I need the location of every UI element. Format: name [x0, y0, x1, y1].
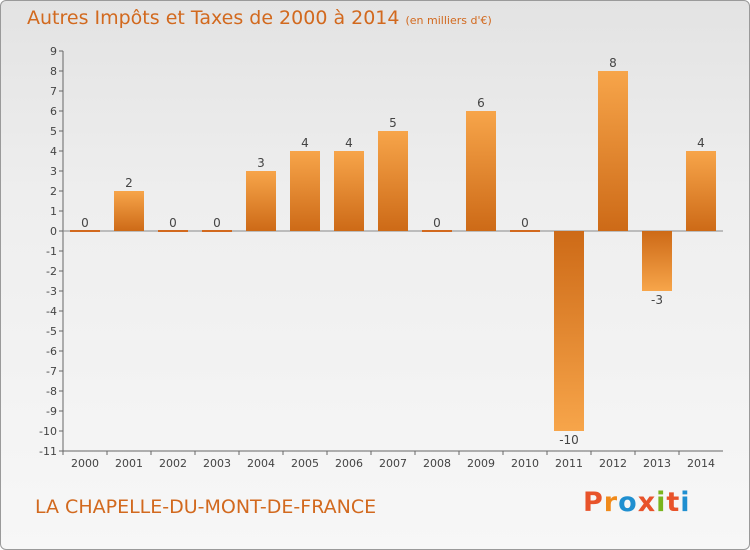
logo-letter: t: [666, 487, 681, 518]
chart-title-text: Autres Impôts et Taxes de 2000 à 2014: [27, 7, 400, 29]
y-tick-label: 1: [50, 205, 57, 218]
logo-letter: o: [618, 487, 638, 518]
data-label: 0: [169, 216, 177, 230]
data-label: 4: [345, 136, 353, 150]
bar: [510, 230, 540, 232]
data-label: 0: [81, 216, 89, 230]
y-tick-label: 6: [50, 105, 57, 118]
data-label: 4: [301, 136, 309, 150]
y-axis: 9 8 7 6 5 4 3 2 1 0 -1 -2 -3 -4 -5 -6 -7 -8 -9 -10 -11: [39, 45, 64, 458]
bar: [422, 230, 452, 232]
y-tick-label: -9: [46, 405, 57, 418]
logo-letter: r: [603, 487, 619, 518]
y-tick-label: -11: [39, 445, 57, 458]
logo-letter: P: [583, 487, 604, 518]
logo-letter: x: [637, 487, 657, 518]
y-tick-label: 0: [50, 225, 57, 238]
bar: [246, 171, 276, 231]
y-tick-label: -4: [46, 305, 57, 318]
y-tick-label: 5: [50, 125, 57, 138]
data-label: 4: [697, 136, 705, 150]
x-tick-label: 2008: [423, 457, 451, 470]
logo-letter: i: [680, 487, 691, 518]
bar: [642, 231, 672, 291]
bar: [554, 231, 584, 431]
data-label: 2: [125, 176, 133, 190]
y-tick-label: -2: [46, 265, 57, 278]
y-tick-label: -3: [46, 285, 57, 298]
x-tick-label: 2006: [335, 457, 363, 470]
y-tick-label: -7: [46, 365, 57, 378]
y-tick-label: -1: [46, 245, 57, 258]
bar: [378, 131, 408, 231]
proxiti-logo[interactable]: Proxiti: [583, 487, 691, 518]
y-tick-label: 3: [50, 165, 57, 178]
data-label: 0: [521, 216, 529, 230]
data-label: 0: [213, 216, 221, 230]
bar: [158, 230, 188, 232]
bar: [686, 151, 716, 231]
chart-title: Autres Impôts et Taxes de 2000 à 2014 (en…: [27, 7, 492, 29]
data-label: 6: [477, 96, 485, 110]
y-tick-label: 8: [50, 65, 57, 78]
x-tick-label: 2002: [159, 457, 187, 470]
bar: [70, 230, 100, 232]
data-label: 8: [609, 56, 617, 70]
x-tick-label: 2013: [643, 457, 671, 470]
data-label: -10: [559, 433, 579, 447]
bar: [202, 230, 232, 232]
y-tick-label: -8: [46, 385, 57, 398]
y-tick-label: 4: [50, 145, 57, 158]
x-tick-label: 2012: [599, 457, 627, 470]
bar: [114, 191, 144, 231]
data-label: 0: [433, 216, 441, 230]
x-tick-label: 2000: [71, 457, 99, 470]
x-tick-label: 2009: [467, 457, 495, 470]
y-tick-label: 9: [50, 45, 57, 58]
data-labels-group: 0 2 0 0 3 4 4 5 0 6 0 -10 8 -3 4: [81, 56, 705, 447]
data-label: -3: [651, 293, 663, 307]
x-tick-label: 2010: [511, 457, 539, 470]
bar: [466, 111, 496, 231]
x-tick-label: 2014: [687, 457, 715, 470]
y-tick-label: -10: [39, 425, 57, 438]
x-tick-label: 2004: [247, 457, 275, 470]
bar: [334, 151, 364, 231]
chart-unit-label: (en milliers d'€): [405, 14, 492, 27]
commune-name: LA CHAPELLE-DU-MONT-DE-FRANCE: [35, 496, 377, 518]
data-label: 5: [389, 116, 397, 130]
data-label: 3: [257, 156, 265, 170]
bars-group: [70, 71, 716, 431]
logo-letter: i: [656, 487, 667, 518]
y-tick-label: -5: [46, 325, 57, 338]
x-tick-label: 2007: [379, 457, 407, 470]
y-tick-label: 7: [50, 85, 57, 98]
bar: [290, 151, 320, 231]
bar: [598, 71, 628, 231]
x-axis: 2000 2001 2002 2003 2004 2005 2006 2007 2008 2009…: [62, 230, 723, 470]
x-tick-label: 2003: [203, 457, 231, 470]
x-tick-label: 2001: [115, 457, 143, 470]
x-tick-label: 2005: [291, 457, 319, 470]
x-tick-label: 2011: [555, 457, 583, 470]
y-tick-label: 2: [50, 185, 57, 198]
y-tick-label: -6: [46, 345, 57, 358]
